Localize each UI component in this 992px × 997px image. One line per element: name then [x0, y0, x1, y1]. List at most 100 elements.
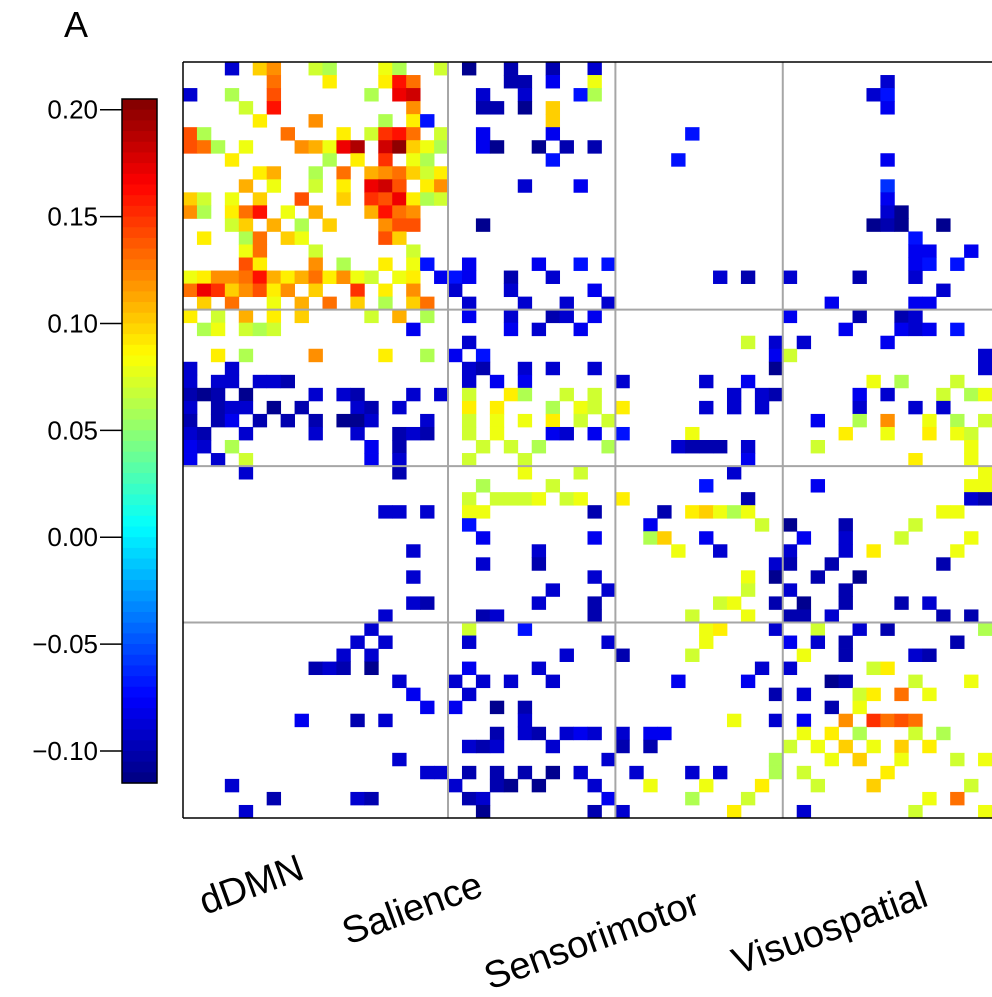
- heatmap-cell: [238, 387, 254, 402]
- heatmap-cell: [266, 62, 282, 76]
- heatmap-cell: [531, 544, 547, 558]
- heatmap-cell: [350, 387, 365, 402]
- heatmap-cell: [852, 622, 867, 636]
- heatmap-cell: [364, 205, 379, 219]
- heatmap-cell: [224, 62, 240, 76]
- heatmap-cell: [392, 205, 407, 219]
- heatmap-cell: [224, 270, 240, 284]
- heatmap-cell: [782, 739, 798, 754]
- heatmap-cell: [266, 101, 282, 115]
- heatmap-cell: [252, 374, 268, 389]
- heatmap-cell: [420, 153, 435, 167]
- heatmap-cell: [601, 583, 616, 597]
- heatmap-cell: [880, 101, 895, 115]
- heatmap-cell: [936, 505, 951, 519]
- heatmap-cell: [852, 309, 867, 324]
- heatmap-cell: [908, 244, 923, 258]
- heatmap-cell: [978, 466, 992, 480]
- heatmap-cell: [908, 674, 923, 689]
- heatmap-cell: [587, 596, 602, 610]
- heatmap-cell: [671, 544, 686, 558]
- heatmap-cell: [671, 440, 686, 454]
- heatmap-cell: [517, 374, 533, 389]
- heatmap-cell: [183, 440, 198, 454]
- heatmap-cell: [392, 309, 407, 324]
- heatmap-cell: [280, 205, 295, 219]
- heatmap-cell: [350, 400, 365, 415]
- group-label-salience: Salience: [337, 864, 488, 953]
- heatmap-cell: [978, 361, 992, 376]
- heatmap-cell: [392, 127, 407, 141]
- colorbar-step: [122, 216, 157, 228]
- heatmap-cell: [392, 466, 407, 480]
- heatmap-cell: [461, 335, 477, 350]
- heatmap-cell: [308, 283, 323, 298]
- heatmap-cell: [824, 296, 839, 311]
- heatmap-cell: [280, 374, 295, 389]
- heatmap-cell: [392, 179, 407, 193]
- heatmap-cell: [238, 426, 254, 441]
- heatmap-cell: [392, 505, 407, 519]
- heatmap-cell: [420, 765, 435, 780]
- heatmap-cell: [838, 596, 853, 610]
- heatmap-cell: [880, 179, 895, 193]
- heatmap-cell: [768, 361, 784, 376]
- heatmap-cell: [322, 218, 337, 232]
- heatmap-cell: [643, 739, 658, 754]
- heatmap-cell: [420, 192, 435, 206]
- heatmap-cell: [461, 309, 477, 324]
- heatmap-cell: [308, 166, 323, 180]
- colorbar-step: [122, 280, 157, 292]
- heatmap-cell: [183, 283, 198, 298]
- heatmap-cell: [378, 505, 393, 519]
- heatmap-cell: [252, 257, 268, 271]
- heatmap-cell: [489, 140, 505, 154]
- colorbar-step: [122, 515, 157, 528]
- heatmap-cell: [908, 726, 923, 741]
- heatmap-cell: [950, 257, 965, 271]
- heatmap-cell: [350, 270, 365, 284]
- heatmap-cell: [336, 192, 351, 206]
- heatmap-cell: [950, 752, 965, 767]
- heatmap-cell: [517, 453, 533, 467]
- heatmap-cell: [434, 140, 449, 154]
- heatmap-cell: [796, 726, 812, 741]
- heatmap-cell: [210, 270, 226, 284]
- heatmap-cell: [768, 335, 784, 350]
- heatmap-cell: [252, 114, 268, 128]
- heatmap-cell: [545, 479, 561, 493]
- heatmap-cell: [364, 270, 379, 284]
- heatmap-cell: [322, 75, 337, 89]
- heatmap-cell: [280, 283, 295, 298]
- group-label-visuospatial: Visuospatial: [727, 874, 933, 983]
- heatmap-cell: [894, 309, 909, 324]
- colorbar-step: [122, 141, 157, 154]
- heatmap-cell: [461, 426, 477, 441]
- heatmap-cell: [754, 518, 770, 532]
- heatmap-cell: [420, 309, 435, 324]
- heatmap-cell: [782, 609, 798, 623]
- heatmap-cell: [266, 283, 282, 298]
- heatmap-cell: [587, 88, 602, 102]
- heatmap-cell: [406, 114, 421, 128]
- heatmap-cell: [378, 296, 393, 311]
- heatmap-cell: [503, 322, 519, 337]
- heatmap-cell: [406, 426, 421, 441]
- heatmap-cell: [489, 726, 505, 741]
- colorbar-tick-label: 0.15: [47, 202, 98, 232]
- heatmap-cell: [378, 127, 393, 141]
- heatmap-cell: [880, 205, 895, 219]
- heatmap-cell: [894, 713, 909, 728]
- heatmap-cell: [392, 674, 407, 689]
- heatmap-cell: [392, 440, 407, 454]
- heatmap-cell: [378, 635, 393, 649]
- heatmap-cell: [964, 492, 979, 506]
- colorbar-step: [122, 419, 157, 431]
- heatmap-cell: [406, 596, 421, 610]
- heatmap-cell: [308, 348, 323, 363]
- heatmap-cell: [210, 140, 226, 154]
- heatmap-cell: [908, 713, 923, 728]
- heatmap-cell: [461, 387, 477, 402]
- heatmap-cell: [266, 88, 282, 102]
- heatmap-cell: [824, 752, 839, 767]
